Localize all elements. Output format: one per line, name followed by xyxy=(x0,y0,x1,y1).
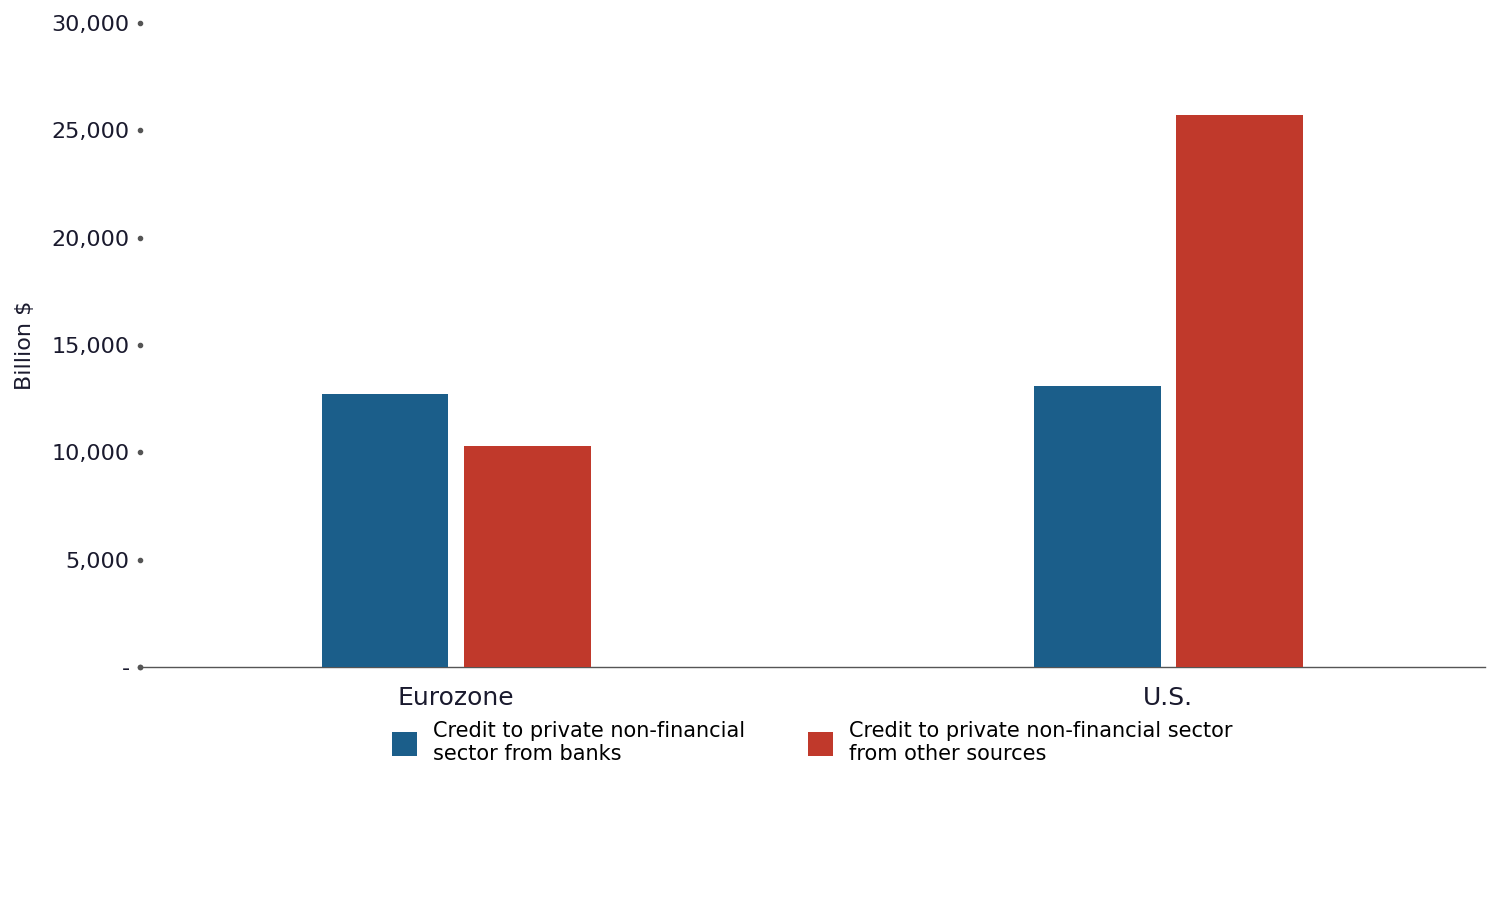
Bar xyxy=(321,394,448,667)
Legend: Credit to private non-financial
sector from banks, Credit to private non-financi: Credit to private non-financial sector f… xyxy=(370,700,1254,785)
Bar xyxy=(464,446,591,667)
Bar xyxy=(1034,386,1161,667)
Y-axis label: Billion $: Billion $ xyxy=(15,301,34,390)
Bar xyxy=(1176,115,1304,667)
